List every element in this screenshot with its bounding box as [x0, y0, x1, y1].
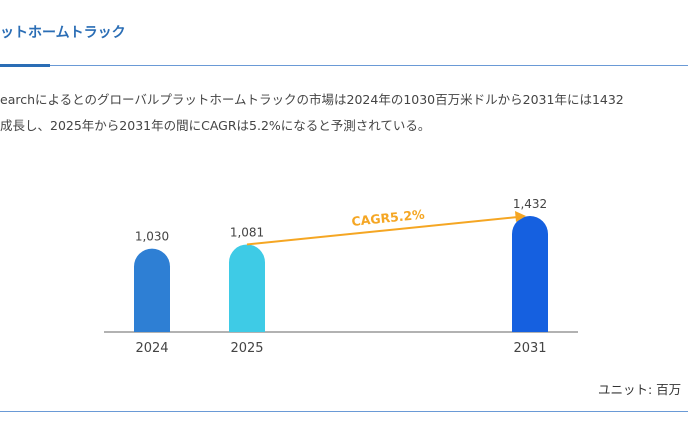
cagr-arrow-line [246, 216, 519, 246]
description-line-2: 成長し、2025年から2031年の間にCAGRは5.2%になると予測されている。 [0, 118, 431, 133]
category-label-2025: 2025 [230, 341, 263, 356]
title-divider-accent [0, 64, 50, 67]
unit-label: ユニット: 百万 [598, 382, 682, 397]
section-title: ットホームトラック [0, 25, 126, 41]
value-label-2031: 1,432 [513, 197, 547, 211]
cagr-arrow-head [515, 211, 526, 223]
description-line-1: earchによるとのグローバルプラットホームトラックの市場は2024年の1030… [0, 92, 624, 107]
category-label-2031: 2031 [513, 341, 546, 356]
bottom-divider [0, 411, 688, 412]
bar-2024 [134, 248, 170, 332]
title-divider [0, 65, 688, 66]
value-label-2024: 1,030 [135, 230, 169, 244]
value-label-2025: 1,081 [230, 225, 264, 239]
cagr-label: CAGR5.2% [351, 207, 426, 229]
bar-2025 [229, 244, 265, 332]
bar-2031 [512, 216, 548, 332]
category-label-2024: 2024 [135, 341, 168, 356]
